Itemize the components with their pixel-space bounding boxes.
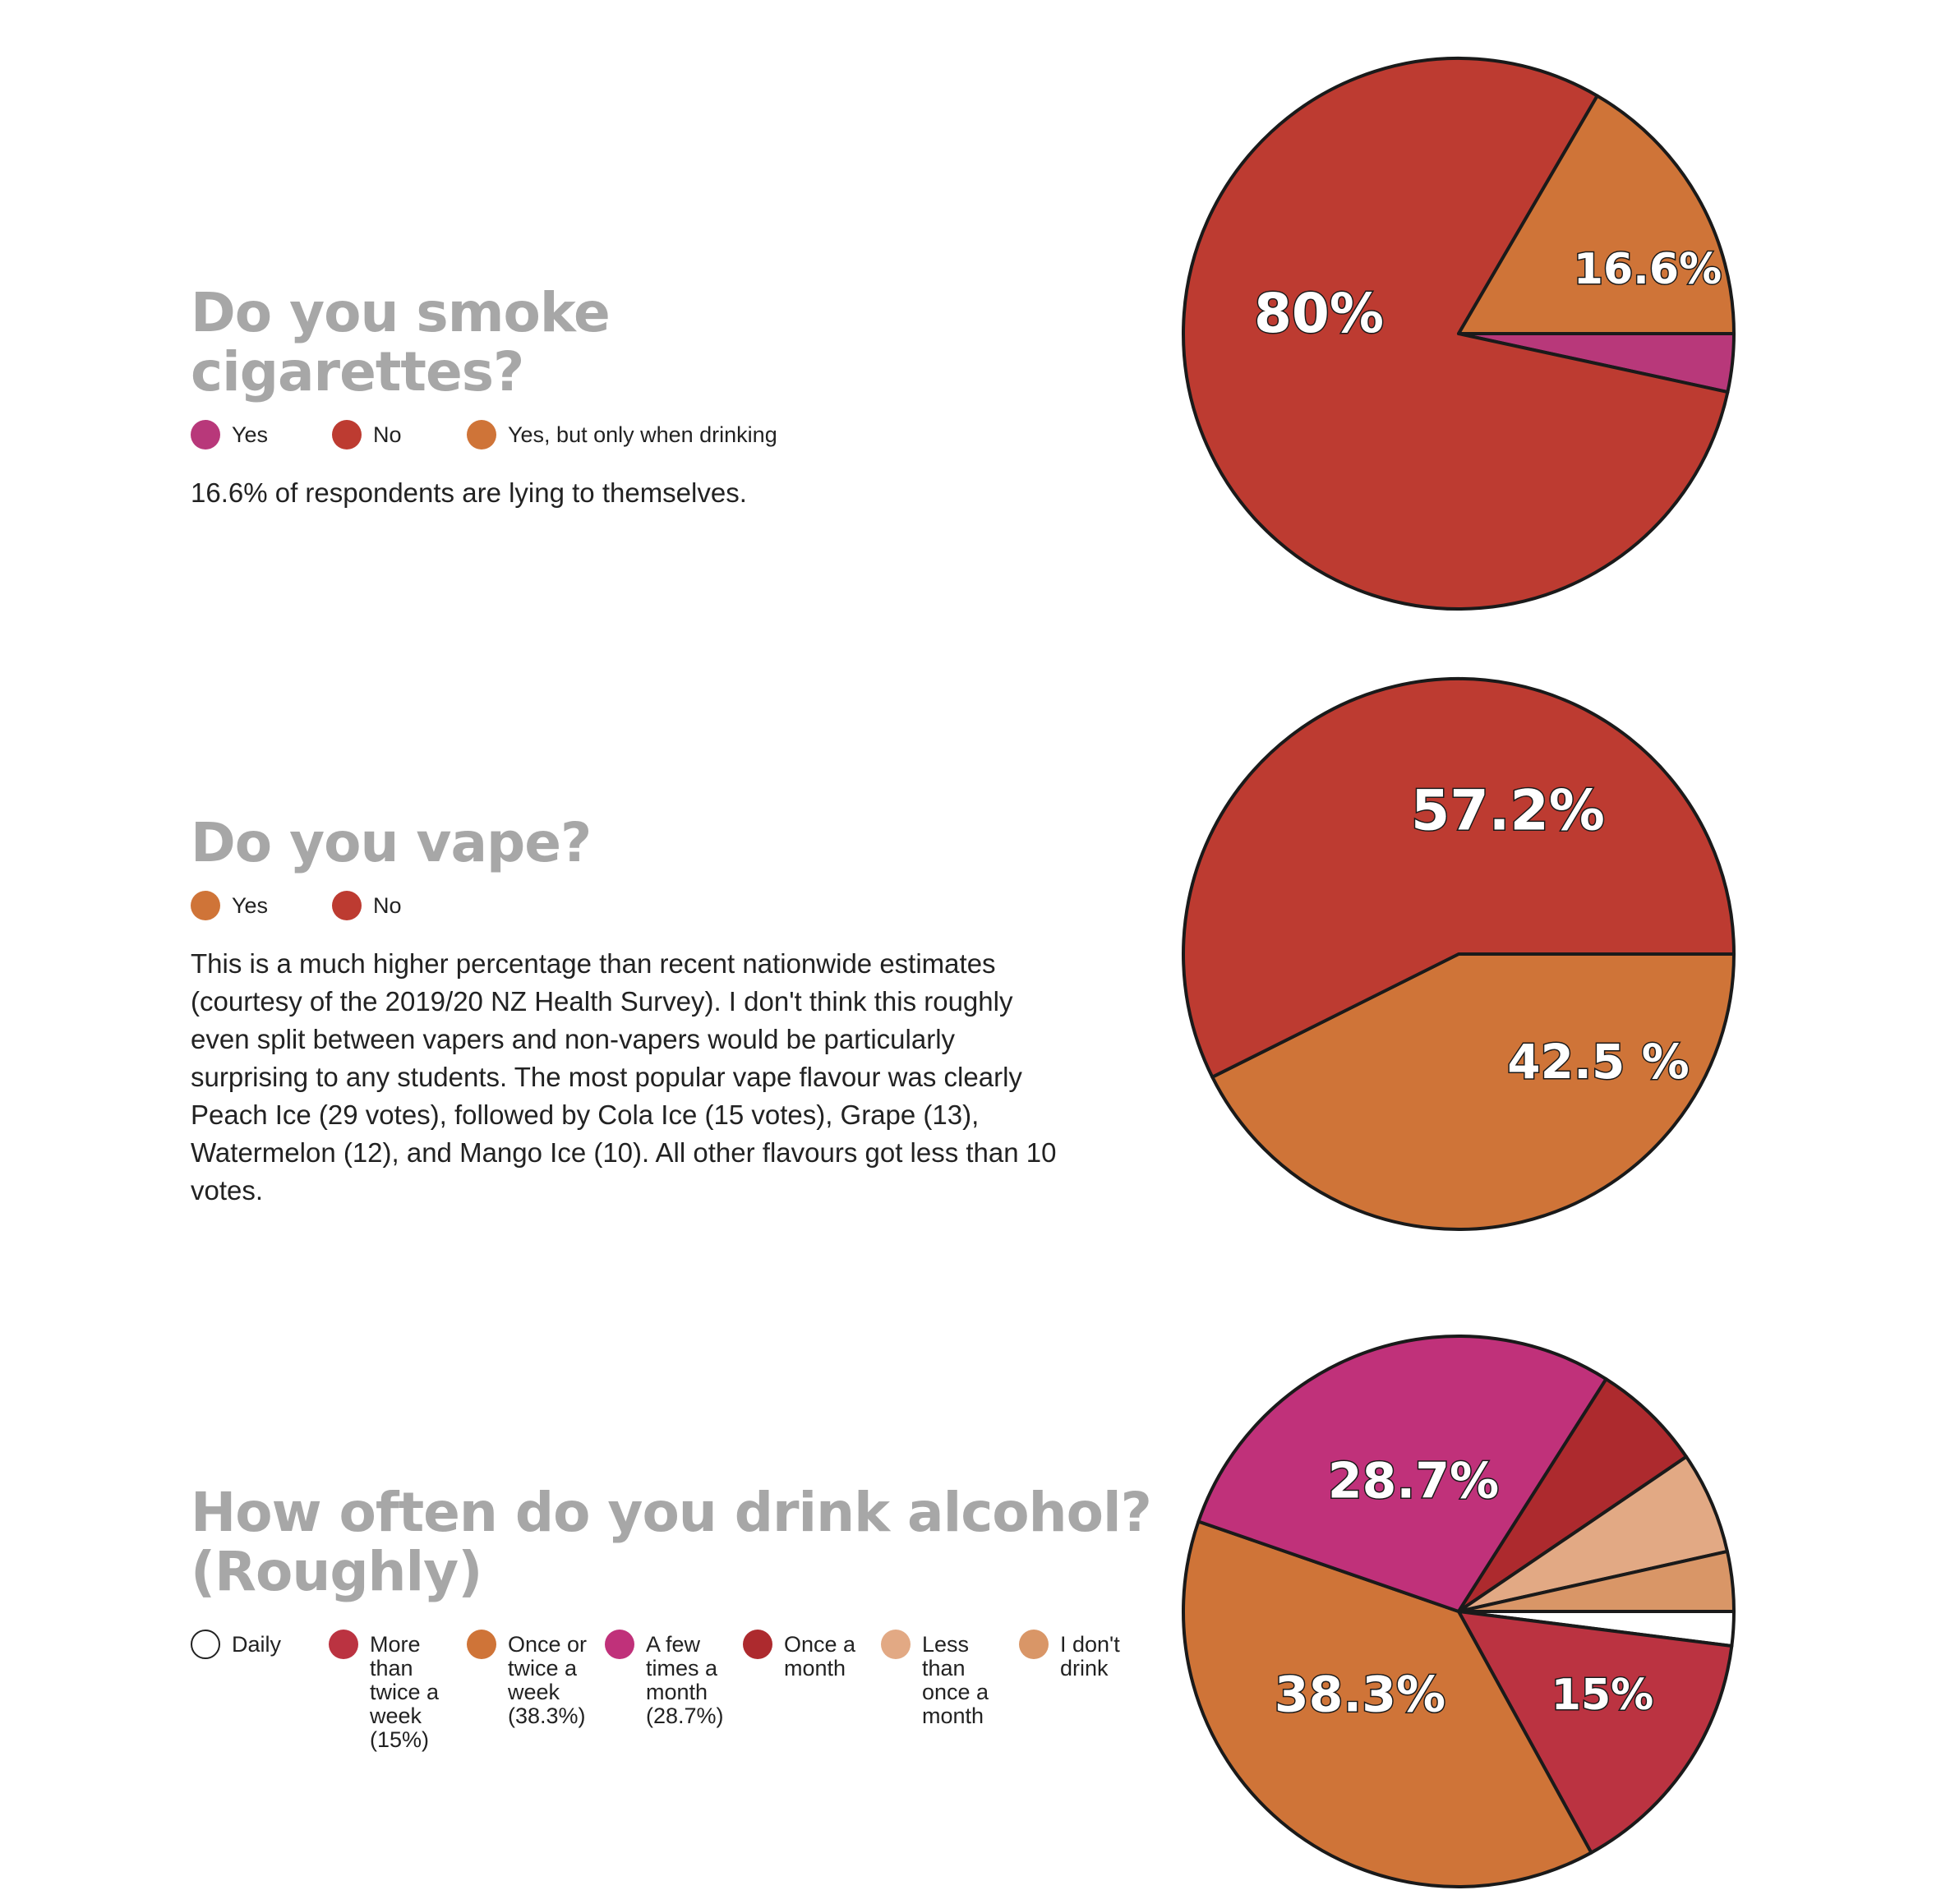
smoke-section: Do you smoke cigarettes? Yes No Yes, but… — [191, 284, 914, 512]
legend-label: A few times a month (28.7%) — [646, 1632, 724, 1728]
vape-question-title: Do you vape? — [191, 811, 592, 874]
legend-label: Yes — [232, 893, 269, 918]
legend-swatch — [467, 1630, 496, 1659]
pie-slice-yes — [1210, 952, 1736, 1231]
legend-label: Once a month — [784, 1632, 856, 1680]
pie-slice-yes-but-only-when-drinking — [1457, 94, 1736, 335]
data-label-more-than-twice-a-week-15: 15% — [1551, 1671, 1653, 1720]
legend-swatch — [1019, 1630, 1049, 1659]
alcohol-legend: Daily More than twice a week (15%) Once … — [191, 1630, 1177, 1752]
pie-slice-no — [1182, 677, 1736, 1079]
alcohol-pie-chart: 15% 38.3% 28.7% — [1182, 1335, 1736, 1888]
legend-swatch — [191, 891, 220, 920]
legend-label: Less than once a month — [922, 1632, 989, 1728]
legend-label: No — [373, 893, 402, 918]
data-label-once-or-twice-a-week-38-3: 38.3% — [1275, 1667, 1445, 1724]
legend-item-less-than-once-a-month: Less than once a month — [881, 1630, 1019, 1728]
legend-swatch — [605, 1630, 634, 1659]
legend-swatch — [332, 420, 362, 449]
legend-swatch — [191, 1630, 220, 1659]
legend-item-yes: Yes — [191, 891, 332, 920]
data-label-no: 80% — [1254, 282, 1384, 345]
legend-item-no: No — [332, 420, 467, 449]
data-label-a-few-times-a-month-28-7: 28.7% — [1328, 1453, 1499, 1510]
alcohol-title-line-1: How often do you drink alcohol? — [191, 1481, 1152, 1544]
legend-label: Daily — [232, 1632, 282, 1657]
legend-swatch — [881, 1630, 911, 1659]
legend-swatch — [329, 1630, 358, 1659]
legend-label: Yes — [232, 422, 269, 447]
legend-swatch — [467, 420, 496, 449]
pie-slice-once-a-month — [1457, 1377, 1689, 1613]
alcohol-title-line-2: (Roughly) — [191, 1540, 482, 1603]
pie-slice-i-don-t-drink — [1457, 1549, 1736, 1613]
legend-item-yes: Yes — [191, 420, 332, 449]
alcohol-section: How often do you drink alcohol? (Roughly… — [191, 1483, 1177, 1752]
legend-item-once-or-twice-a-week: Once or twice a week (38.3%) — [467, 1630, 605, 1728]
vape-pie-chart: 42.5 % 57.2% — [1182, 677, 1736, 1231]
legend-item-daily: Daily — [191, 1630, 329, 1659]
vape-section: Do you vape? Yes No This is a much highe… — [191, 814, 1078, 1210]
legend-label: Yes, but only when drinking — [508, 422, 777, 447]
data-label-yes: 42.5 % — [1507, 1034, 1689, 1090]
smoke-pie-chart: 80% 16.6% — [1182, 57, 1736, 611]
alcohol-question-title: How often do you drink alcohol? (Roughly… — [191, 1483, 1177, 1602]
pie-slice-once-or-twice-a-week-38-3 — [1182, 1519, 1593, 1888]
legend-item-few-times-a-month: A few times a month (28.7%) — [605, 1630, 743, 1728]
legend-swatch — [332, 891, 362, 920]
legend-item-yes-when-drinking: Yes, but only when drinking — [467, 420, 777, 449]
data-label-no: 57.2% — [1411, 779, 1605, 844]
legend-item-more-than-twice-a-week: More than twice a week (15%) — [329, 1630, 467, 1752]
pie-slice-no — [1182, 57, 1730, 611]
smoke-legend: Yes No Yes, but only when drinking — [191, 420, 914, 449]
vape-comment: This is a much higher percentage than re… — [191, 948, 1057, 1206]
legend-item-once-a-month: Once a month — [743, 1630, 881, 1680]
legend-label: I don't drink — [1060, 1632, 1120, 1680]
data-label-yes-but-only-when-drinking: 16.6% — [1574, 245, 1722, 294]
legend-label: No — [373, 422, 402, 447]
pie-slice-less-than-once-a-month — [1457, 1455, 1729, 1613]
pie-slice-more-than-twice-a-week-15 — [1457, 1610, 1734, 1855]
legend-label: More than twice a week (15%) — [370, 1632, 440, 1752]
legend-swatch — [191, 420, 220, 449]
legend-swatch — [743, 1630, 772, 1659]
pie-slice-a-few-times-a-month-28-7 — [1196, 1335, 1608, 1613]
smoke-question-title: Do you smoke cigarettes? — [191, 281, 611, 403]
legend-item-dont-drink: I don't drink — [1019, 1630, 1157, 1680]
vape-legend: Yes No — [191, 891, 1078, 920]
legend-item-no: No — [332, 891, 473, 920]
smoke-comment: 16.6% of respondents are lying to themse… — [191, 477, 747, 508]
legend-label: Once or twice a week (38.3%) — [508, 1632, 588, 1728]
